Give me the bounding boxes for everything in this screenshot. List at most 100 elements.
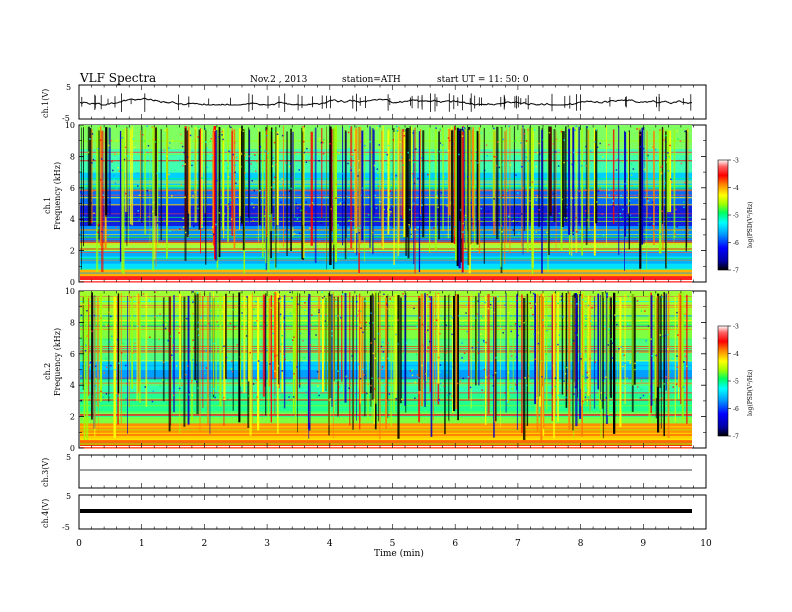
spectrogram-speck [501,314,503,317]
spectrogram-speck [239,356,242,358]
spectrogram-speck [417,226,419,228]
spectrogram-speck [91,330,93,333]
spectrogram-speck [594,361,597,364]
spectrogram-speck [291,297,293,299]
spectrogram-sferic [137,293,140,394]
spectrogram-speck [293,373,295,375]
spectrogram-speck [303,151,305,154]
spectrogram-sferic [328,292,330,436]
spectrogram-sferic [516,293,518,430]
spectrogram-speck [323,295,326,298]
spectrogram-speck [487,210,489,213]
ch1-waveform-ylabel: ch.1(V) [41,89,50,118]
spectrogram-speck [351,153,353,156]
spectrogram-speck [538,209,541,211]
spectrogram-sferic [673,128,675,242]
spectrogram-speck [90,202,92,204]
spectrogram-speck [475,317,477,319]
spectrogram-speck [439,129,441,132]
spectrogram-sferic [563,131,565,217]
spectrogram-speck [276,315,278,317]
spectrogram-speck [109,346,111,349]
spectrogram-speck [571,197,574,199]
spectrogram-speck [285,162,287,164]
spectrogram-speck [546,158,548,161]
spectrogram-speck [661,296,663,298]
time-tick-label: 9 [640,539,646,549]
spectrogram-speck [335,183,338,186]
spectrogram-speck [419,316,421,319]
spectrogram-speck [211,154,214,157]
spectrogram-speck [512,220,515,222]
spectrogram-speck [376,168,379,170]
spectrogram-sferic [397,128,400,256]
spectrogram-sferic [487,293,490,414]
spectrogram-speck [622,160,624,163]
spectrogram-speck [305,201,307,203]
spectrogram-speck [667,333,669,336]
ch4-ytick-top: 5 [66,492,71,501]
spectrogram-sferic [364,128,366,262]
spectrogram-sferic [361,297,364,394]
frequency-tick-label: 10 [65,287,75,296]
spectrogram-sferic [600,297,602,438]
spectrogram-speck [578,190,581,192]
spectrogram-speck [378,177,380,180]
spectrogram-sferic [225,293,227,379]
spectrogram-line [80,444,692,445]
spectrogram-speck [603,325,606,328]
spectrogram-speck [156,222,159,224]
spectrogram-speck [628,204,630,207]
ch1-colorbar-ticks: -3-4-5-6-7 [728,158,739,275]
spectrogram-speck [87,151,90,154]
spectrogram-speck [93,307,96,310]
spectrogram-sferic [587,130,589,214]
spectrogram-speck [648,224,651,226]
spectrogram-speck [228,203,230,205]
spectrogram-sferic [274,292,276,415]
spectrogram-sferic [212,131,215,233]
spectrogram-speck [213,342,215,345]
spectrogram-sferic [627,131,630,214]
spectrogram-sferic [478,292,480,386]
spectrogram-sferic [335,126,337,262]
spectrogram-sferic [429,297,431,392]
spectrogram-speck [199,358,202,360]
spectrogram-speck [486,155,488,157]
spectrogram-line [80,160,692,162]
spectrogram-sferic [422,130,425,238]
spectrogram-line [80,442,692,444]
spectrogram-speck [578,291,580,294]
ch4-waveform-ylabel: ch.4(V) [41,499,50,528]
spectrogram-speck [182,165,184,167]
spectrogram-sferic [145,293,148,407]
spectrogram-speck [403,135,406,137]
spectrogram-speck [347,364,350,366]
spectrogram-speck [132,138,135,140]
spectrogram-sferic [392,297,395,412]
spectrogram-sferic [643,127,645,244]
spectrogram-speck [584,358,587,360]
spectrogram-speck [326,309,328,312]
spectrogram-sferic [665,293,667,391]
spectrogram-speck [531,186,533,189]
spectrogram-speck [91,133,94,135]
spectrogram-speck [387,144,390,147]
spectrogram-speck [331,335,333,337]
spectrogram-speck [349,126,351,128]
spectrogram-speck [443,175,445,178]
spectrogram-speck [374,357,377,359]
spectrogram-speck [557,302,559,305]
spectrogram-sferic [166,127,168,259]
spectrogram-speck [565,217,568,219]
spectrogram-speck [536,397,538,400]
spectrogram-speck [308,333,310,335]
spectrogram-speck [416,389,419,391]
spectrogram-speck [576,303,578,305]
spectrogram-speck [81,363,84,365]
spectrogram-sferic [117,293,120,394]
colorbar-tick-label: -3 [733,158,739,165]
spectrogram-speck [489,303,492,306]
spectrogram-speck [451,359,453,361]
spectrogram-sferic [115,296,117,378]
